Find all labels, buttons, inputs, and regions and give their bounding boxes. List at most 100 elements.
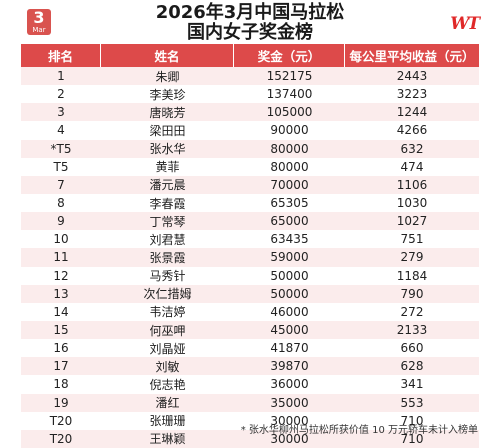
cell-rank: 4 bbox=[57, 123, 65, 138]
table-row: 3 唐晓芳 105000 1244 bbox=[21, 103, 479, 122]
cell-prize: 41870 bbox=[270, 341, 309, 356]
cell-prize: 65000 bbox=[270, 214, 309, 229]
cell-rank: 18 bbox=[53, 377, 69, 392]
cell-per-km: 474 bbox=[400, 159, 424, 174]
cell-per-km: 751 bbox=[400, 232, 424, 247]
header-prize: 奖金（元） bbox=[234, 44, 345, 67]
cell-name: 李春霞 bbox=[149, 196, 186, 211]
cell-prize: 35000 bbox=[270, 395, 309, 410]
header-name: 姓名 bbox=[101, 44, 234, 67]
cell-prize: 45000 bbox=[270, 323, 309, 338]
cell-per-km: 1030 bbox=[396, 196, 428, 211]
cell-prize: 105000 bbox=[266, 105, 313, 120]
cell-name: 张景霞 bbox=[149, 250, 186, 265]
badge-number: 3 bbox=[33, 8, 45, 27]
cell-name: 刘晶娅 bbox=[149, 341, 186, 356]
cell-prize: 39870 bbox=[270, 359, 309, 374]
cell-name: 韦洁婷 bbox=[149, 305, 186, 320]
cell-prize: 63435 bbox=[270, 232, 309, 247]
cell-name: 唐晓芳 bbox=[149, 105, 186, 120]
cell-rank: T20 bbox=[49, 431, 73, 446]
cell-name: 倪志艳 bbox=[149, 377, 186, 392]
cell-prize: 59000 bbox=[270, 250, 309, 265]
cell-rank: 11 bbox=[53, 250, 69, 265]
cell-name: 王琳颖 bbox=[149, 432, 186, 447]
cell-name: 张水华 bbox=[149, 142, 186, 157]
cell-name: 张珊珊 bbox=[149, 414, 186, 429]
calendar-badge: 3 Mar bbox=[27, 9, 51, 35]
cell-name: 潘元晨 bbox=[149, 178, 186, 193]
title-line-2: 国内女子奖金榜 bbox=[187, 22, 313, 43]
cell-rank: 14 bbox=[53, 304, 69, 319]
table-row: 9 丁常琴 65000 1027 bbox=[21, 212, 479, 231]
cell-rank: 3 bbox=[57, 105, 65, 120]
header-per-km: 每公里平均收益（元） bbox=[349, 49, 475, 64]
footnote: * 张水华柳州马拉松所获价值 10 万元轿车未计入榜单 bbox=[240, 425, 478, 436]
cell-name: 李美珍 bbox=[149, 87, 186, 102]
cell-per-km: 341 bbox=[400, 377, 424, 392]
cell-per-km: 790 bbox=[400, 286, 424, 301]
cell-name: 黄菲 bbox=[155, 160, 180, 175]
cell-prize: 90000 bbox=[270, 123, 309, 138]
cell-rank: 1 bbox=[57, 69, 65, 84]
cell-rank: *T5 bbox=[50, 141, 72, 156]
cell-prize: 30000 bbox=[270, 413, 309, 428]
cell-prize: 46000 bbox=[270, 304, 309, 319]
table-row: 19 潘红 35000 553 bbox=[21, 393, 479, 412]
cell-prize: 152175 bbox=[266, 69, 313, 84]
table-row: 17 刘敏 39870 628 bbox=[21, 357, 479, 376]
cell-per-km: 1244 bbox=[396, 105, 428, 120]
cell-per-km: 553 bbox=[400, 395, 424, 410]
cell-prize: 36000 bbox=[270, 377, 309, 392]
badge-month: Mar bbox=[32, 26, 46, 34]
table-row: 7 潘元晨 70000 1106 bbox=[21, 175, 479, 194]
cell-name: 朱卿 bbox=[155, 69, 180, 84]
cell-rank: 12 bbox=[53, 268, 69, 283]
cell-rank: 19 bbox=[53, 395, 69, 410]
table-row: 12 马秀针 50000 1184 bbox=[21, 266, 479, 285]
cell-per-km: 710 bbox=[400, 413, 424, 428]
cell-per-km: 3223 bbox=[396, 87, 428, 102]
cell-prize: 80000 bbox=[270, 159, 309, 174]
cell-name: 何巫呷 bbox=[149, 323, 186, 338]
cell-name: 马秀针 bbox=[149, 269, 186, 284]
table-row: 11 张景霞 59000 279 bbox=[21, 248, 479, 267]
cell-rank: 9 bbox=[57, 214, 65, 229]
table-row: *T5 张水华 80000 632 bbox=[21, 139, 479, 158]
cell-rank: T5 bbox=[53, 159, 69, 174]
cell-rank: 16 bbox=[53, 341, 69, 356]
cell-per-km: 1106 bbox=[396, 177, 428, 192]
table-row: 10 刘君慧 63435 751 bbox=[21, 230, 479, 249]
cell-rank: T20 bbox=[49, 413, 73, 428]
cell-per-km: 2443 bbox=[396, 69, 428, 84]
cell-name: 丁常琴 bbox=[149, 214, 186, 229]
table-row: 1 朱卿 152175 2443 bbox=[21, 67, 479, 86]
cell-name: 潘红 bbox=[155, 396, 180, 411]
cell-prize: 65305 bbox=[270, 196, 309, 211]
table-row: T20 张珊珊 30000 710 bbox=[21, 411, 479, 430]
cell-per-km: 272 bbox=[400, 304, 424, 319]
header-rank: 排名 bbox=[21, 44, 101, 67]
cell-rank: 2 bbox=[57, 87, 65, 102]
table-row: 18 倪志艳 36000 341 bbox=[21, 375, 479, 394]
header: 3 Mar 2026年3月中国马拉松 国内女子奖金榜 WT bbox=[0, 0, 500, 44]
table-body: 1 朱卿 152175 2443 2 李美珍 137400 3223 3 唐晓芳 105000 124… bbox=[21, 67, 479, 448]
ranking-table: 排名 姓名 奖金（元） 每公里平均收益（元） 1 朱卿 152175 2443 2 李美珍… bbox=[21, 44, 479, 448]
cell-prize: 70000 bbox=[270, 177, 309, 192]
table-row: 13 次仁措姆 50000 790 bbox=[21, 284, 479, 303]
cell-per-km: 632 bbox=[400, 141, 424, 156]
cell-name: 次仁措姆 bbox=[143, 287, 192, 302]
cell-rank: 13 bbox=[53, 286, 69, 301]
cell-name: 刘君慧 bbox=[149, 232, 186, 247]
title-line-1: 2026年3月中国马拉松 bbox=[155, 2, 345, 23]
cell-per-km: 4266 bbox=[396, 123, 428, 138]
table-row: 8 李春霞 65305 1030 bbox=[21, 193, 479, 213]
table-row: T5 黄菲 80000 474 bbox=[21, 157, 479, 176]
cell-per-km: 628 bbox=[400, 359, 424, 374]
cell-prize: 50000 bbox=[270, 268, 309, 283]
cell-prize: 137400 bbox=[266, 87, 313, 102]
cell-per-km: 1184 bbox=[396, 268, 428, 283]
cell-rank: 7 bbox=[57, 177, 65, 192]
cell-rank: 8 bbox=[57, 196, 65, 211]
